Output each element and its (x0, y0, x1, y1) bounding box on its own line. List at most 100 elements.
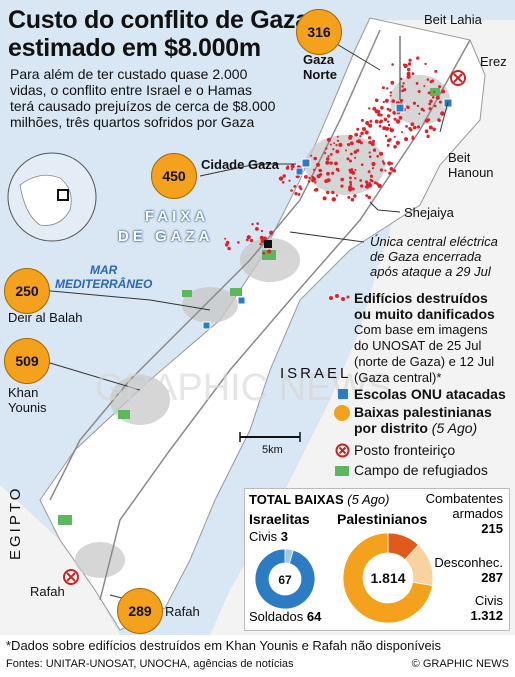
badge-rafah: 289 (117, 588, 163, 634)
label-beit-lahia: Beit Lahia (424, 12, 482, 27)
destroyed-building-dot (417, 90, 421, 93)
badge-deir-al-balah: 250 (4, 268, 50, 314)
destroyed-building-dot (348, 134, 353, 139)
sources: Fontes: UNITAR-UNOSAT, UNOCHA, agências … (6, 658, 294, 670)
destroyed-building-dot (354, 177, 357, 180)
destroyed-building-dot (367, 195, 371, 200)
destroyed-building-dot (391, 99, 396, 103)
destroyed-building-dot (331, 190, 335, 195)
power-plant-note-line: de Gaza encerrada (370, 249, 482, 264)
destroyed-building-dot (322, 196, 327, 201)
destroyed-building-dot (383, 117, 388, 122)
destroyed-building-dot (431, 79, 435, 83)
israel-land (210, 20, 515, 635)
destroyed-building-dot (329, 161, 333, 165)
destroyed-building-dot (371, 161, 376, 167)
destroyed-building-dot (422, 109, 425, 112)
destroyed-building-dot (356, 127, 360, 131)
destroyed-building-dot (424, 62, 427, 66)
destroyed-building-dot (349, 176, 352, 180)
destroyed-building-dot (224, 237, 227, 240)
destroyed-building-dot (288, 179, 291, 182)
destroyed-building-dot (441, 89, 445, 94)
destroyed-building-dot (411, 72, 415, 75)
israel-donut-chart: 67 (254, 548, 316, 610)
destroyed-building-dot (313, 188, 317, 192)
destroyed-building-dot (290, 168, 294, 171)
destroyed-building-dot (365, 194, 369, 198)
destroyed-building-dot (381, 160, 385, 163)
destroyed-building-dot (349, 183, 353, 186)
destroyed-building-dot (424, 129, 429, 133)
israel-soldados: Soldados 64 (249, 609, 321, 624)
destroyed-building-dot (428, 102, 432, 106)
destroyed-building-dot (349, 180, 352, 184)
crossing-icon-rafah (63, 569, 79, 585)
destroyed-building-dot (359, 141, 363, 145)
destroyed-building-dot (298, 185, 302, 189)
destroyed-building-dot (362, 127, 366, 131)
destroyed-building-dot (262, 251, 266, 255)
casualties-title: TOTAL BAIXAS (249, 492, 344, 507)
destroyed-building-dot (256, 222, 259, 225)
globe-icon (7, 152, 97, 242)
destroyed-building-dot (354, 169, 357, 171)
casualties-box: TOTAL BAIXAS (5 Ago) Israelitas Civis 3 … (244, 488, 510, 631)
destroyed-building-dot (281, 181, 285, 184)
label-faixa: FAIXA (145, 208, 210, 225)
donut-slice (254, 548, 316, 610)
legend-destroyed-note-line: Com base em imagens (354, 322, 488, 337)
destroyed-building-dot (360, 131, 364, 136)
destroyed-building-dot (371, 167, 375, 170)
destroyed-building-dot (368, 155, 372, 158)
destroyed-building-dot (359, 179, 363, 182)
destroyed-building-dot (335, 194, 339, 197)
destroyed-building-dot (313, 156, 318, 161)
destroyed-building-dot (335, 149, 340, 154)
palestinian-donut-chart: 1.814 (342, 532, 434, 624)
destroyed-building-dot (360, 163, 364, 166)
combatants-label-2: armados (452, 506, 503, 521)
destroyed-building-dot (390, 162, 394, 165)
casualties-heading: TOTAL BAIXAS (5 Ago) (249, 492, 389, 507)
destroyed-building-dot (356, 148, 360, 152)
destroyed-building-dot (395, 119, 401, 124)
label-mar-1: MAR (90, 263, 118, 277)
destroyed-building-dot (389, 91, 392, 94)
legend-destroyed-title-1: Edifícios destruídos (354, 290, 488, 306)
destroyed-building-dot (364, 130, 369, 135)
destroyed-building-dot (379, 151, 384, 156)
label-gaza-norte-1: Gaza (303, 52, 335, 67)
destroyed-building-dot (227, 246, 231, 251)
destroyed-building-dot (324, 179, 328, 184)
civis-pal-entry: Civis 1.312 (470, 593, 503, 623)
destroyed-building-dot (427, 91, 431, 95)
destroyed-building-dot (391, 63, 394, 66)
destroyed-building-dot (314, 181, 317, 184)
destroyed-building-dot (432, 96, 435, 99)
legend-crossing: Posto fronteiriço (354, 442, 456, 458)
destroyed-building-dot (387, 123, 391, 127)
destroyed-building-dot (294, 192, 298, 196)
label-mar-2: MEDITERRÂNEO (55, 277, 153, 291)
unknown-entry: Desconhec. 287 (434, 555, 503, 585)
destroyed-building-dot (345, 149, 347, 152)
destroyed-building-dot (374, 119, 379, 124)
destroyed-building-dot (378, 120, 382, 124)
camp-icon (335, 466, 349, 476)
gaza-map: GRAPHIC NEWS (0, 0, 515, 635)
destroyed-building-dot (282, 174, 286, 178)
palestinians-label: Palestinianos (337, 511, 428, 527)
israel-civis-label: Civis (249, 529, 278, 544)
label-mar: MAR MEDITERRÂNEO (55, 263, 152, 291)
destroyed-building-dot (293, 185, 297, 188)
destroyed-building-dot (384, 134, 388, 138)
destroyed-building-dot (378, 124, 382, 128)
destroyed-building-dot (374, 98, 379, 103)
destroyed-building-dot (368, 181, 371, 185)
power-plant-note-line: Única central eléctrica (370, 234, 498, 249)
label-erez: Erez (480, 54, 507, 69)
destroyed-building-dot (379, 113, 383, 117)
destroyed-building-dot (411, 137, 415, 140)
